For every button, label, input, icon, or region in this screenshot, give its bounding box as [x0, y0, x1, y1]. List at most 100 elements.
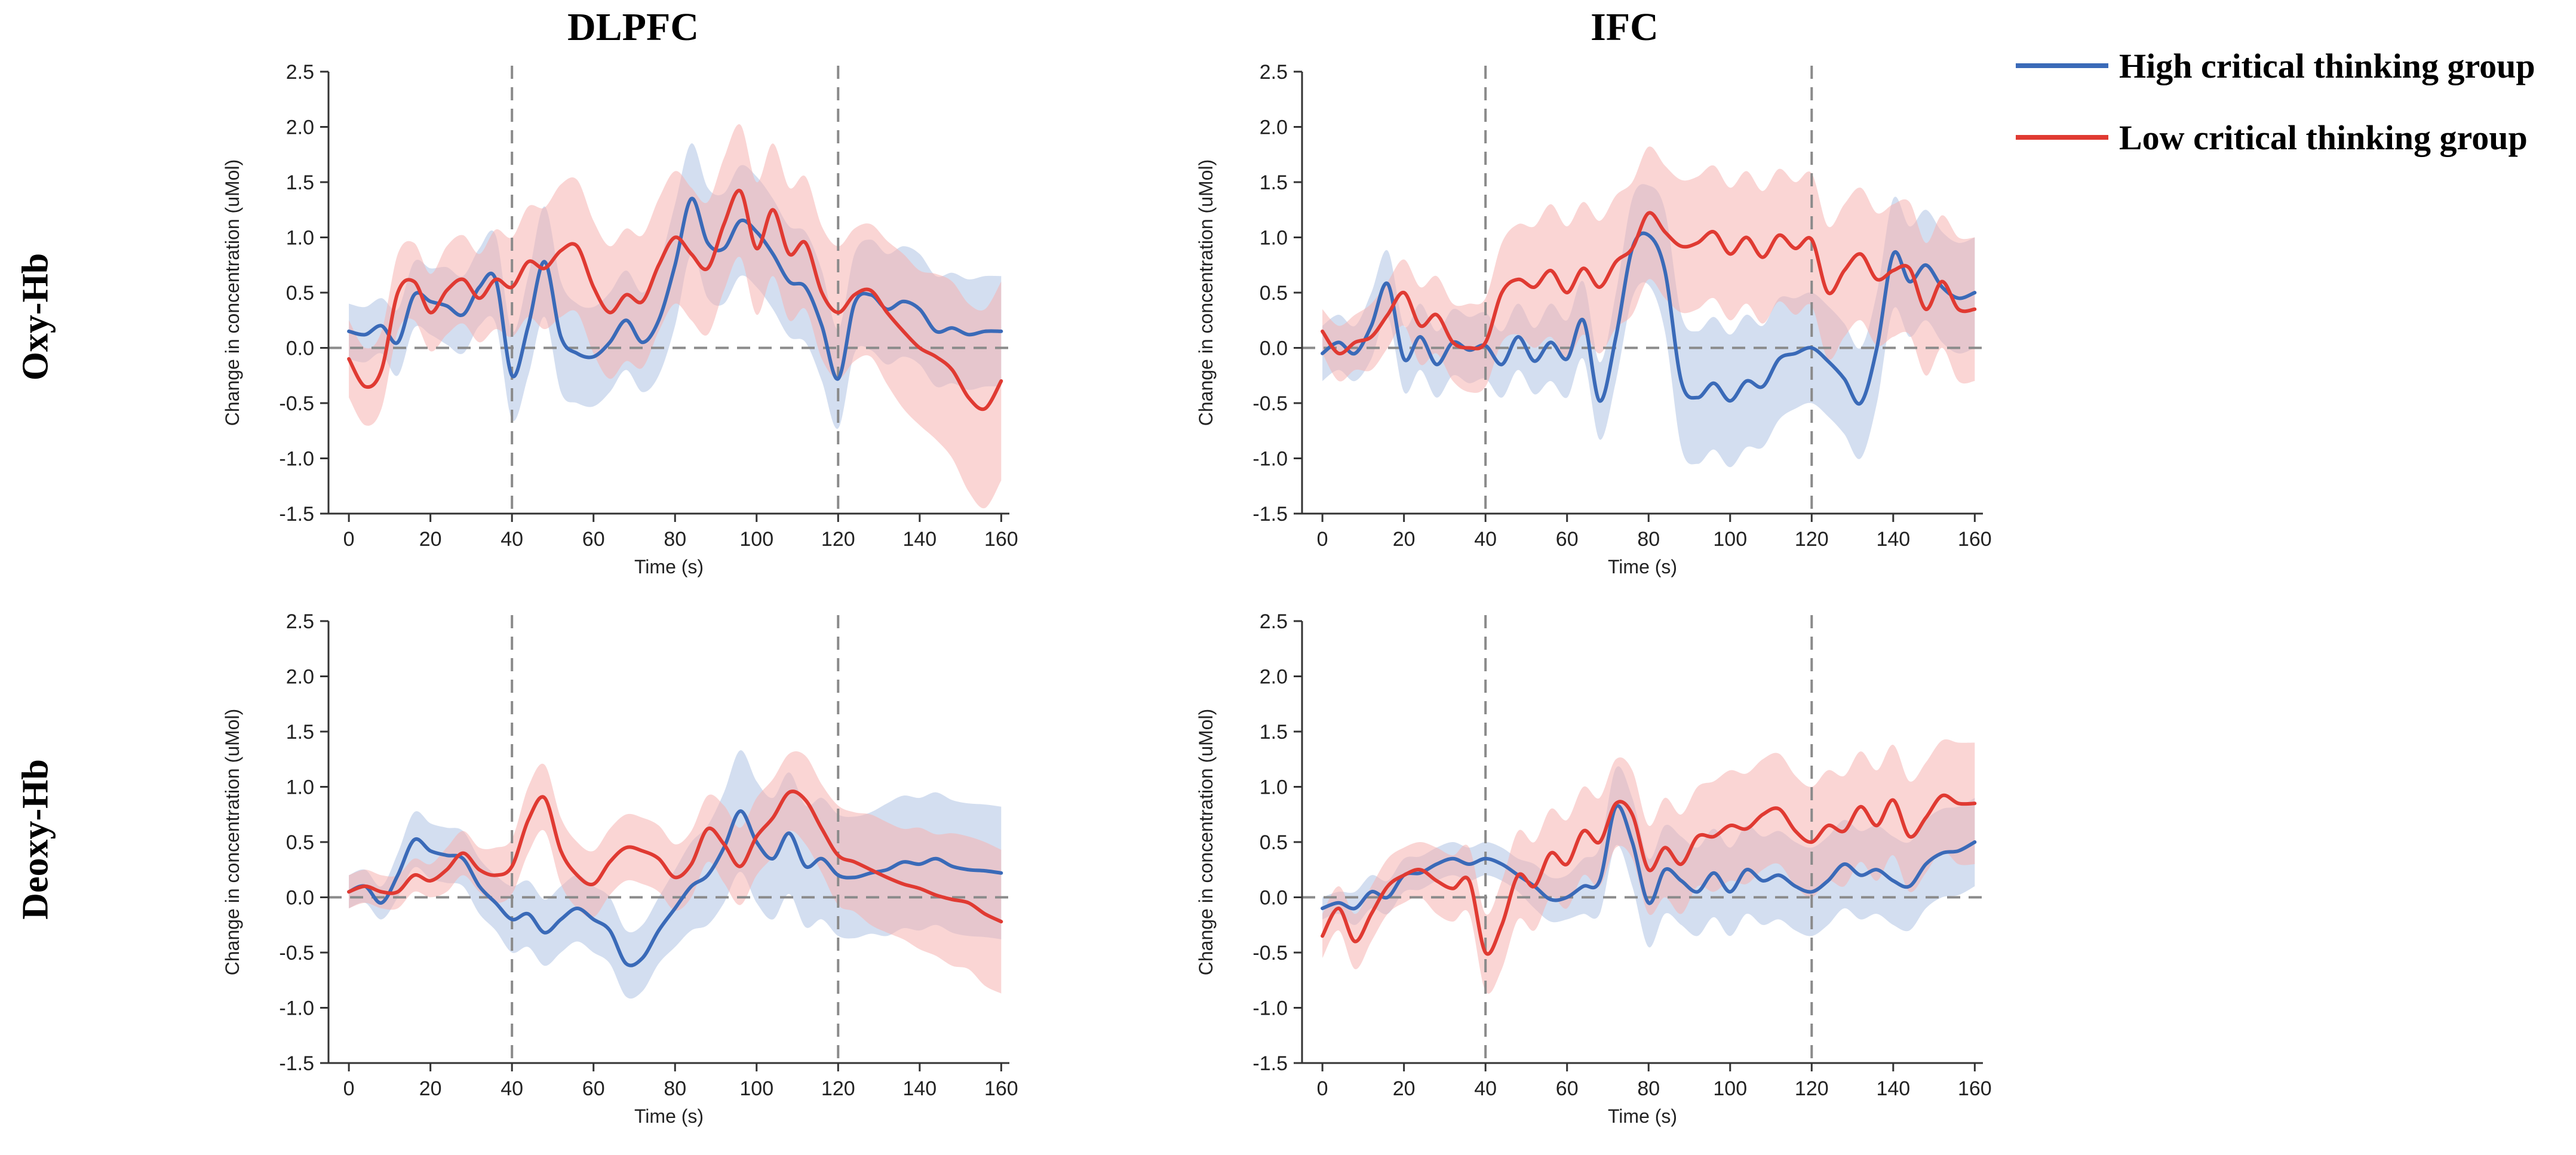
legend-label-low: Low critical thinking group: [2119, 118, 2528, 157]
x-tick-label: 100: [1713, 528, 1747, 551]
column-title-ifc: IFC: [1591, 5, 1659, 49]
y-tick-label: 2.5: [286, 610, 314, 633]
series-line-low: [1321, 211, 1977, 356]
series-line-high: [1321, 804, 1977, 911]
x-tick-label: 60: [1556, 528, 1579, 551]
y-tick-label: 2.5: [286, 61, 314, 84]
column-title-dlpfc: DLPFC: [567, 5, 699, 49]
series-line-low: [1321, 793, 1977, 956]
x-tick-label: 20: [419, 528, 442, 551]
x-tick-label: 160: [1958, 1077, 1992, 1100]
y-tick-label: 1.0: [1260, 776, 1288, 799]
x-tick-label: 100: [1713, 1077, 1747, 1100]
x-tick-label: 160: [984, 528, 1018, 551]
x-tick-label: 160: [984, 1077, 1018, 1100]
y-tick-label: 2.0: [1260, 666, 1288, 689]
series-line-low: [347, 189, 1003, 411]
legend: High critical thinking group Low critica…: [2016, 42, 2571, 173]
chart-oxy-ifc: -1.5 -1.0 -0.5 0.0 0.5 1.0 1.5 2.0 2.5 0 20 40 60 80 1…: [1195, 61, 1992, 578]
x-tick-label: 0: [1317, 528, 1328, 551]
x-axis-label: Time (s): [1608, 1105, 1677, 1127]
legend-item-high: High critical thinking group: [2016, 42, 2535, 90]
y-axis-label: Change in concentration (uMol): [222, 709, 243, 975]
y-axis-label: Change in concentration (uMol): [1195, 159, 1217, 426]
y-tick-label: 1.5: [286, 171, 314, 194]
x-tick-label: 80: [664, 1077, 686, 1100]
x-axis-label: Time (s): [634, 1105, 704, 1127]
legend-swatch-high: [2016, 63, 2108, 68]
x-tick-label: 40: [501, 528, 523, 551]
x-tick-label: 0: [343, 1077, 355, 1100]
y-axis-label: Change in concentration (uMol): [222, 159, 243, 426]
y-tick-label: 0.5: [286, 831, 314, 854]
y-tick-label: 2.0: [286, 116, 314, 139]
y-tick-label: -1.5: [1252, 1052, 1288, 1075]
y-tick-label: 0.5: [1260, 282, 1288, 305]
x-tick-label: 40: [1474, 1077, 1497, 1100]
y-tick-label: 1.0: [1260, 227, 1288, 250]
legend-swatch-low: [2016, 135, 2108, 140]
confidence-band-low: [349, 751, 1002, 994]
x-tick-label: 160: [1958, 528, 1992, 551]
y-tick-label: -1.0: [279, 448, 314, 471]
x-tick-label: 120: [821, 528, 855, 551]
y-tick-label: 0.0: [1260, 887, 1288, 910]
x-tick-label: 80: [1637, 1077, 1660, 1100]
y-tick-label: -1.0: [279, 997, 314, 1020]
y-tick-label: -1.5: [1252, 503, 1288, 526]
x-tick-label: 80: [1637, 528, 1660, 551]
y-tick-label: -1.5: [279, 1052, 314, 1075]
x-axis-label: Time (s): [1608, 556, 1677, 578]
legend-item-low: Low critical thinking group: [2016, 113, 2528, 161]
x-tick-label: 80: [664, 528, 686, 551]
y-tick-label: 1.0: [286, 227, 314, 250]
x-tick-label: 140: [1876, 1077, 1910, 1100]
y-tick-label: -1.0: [1252, 997, 1288, 1020]
y-tick-label: 1.5: [1260, 721, 1288, 744]
x-tick-label: 20: [1393, 528, 1416, 551]
x-tick-label: 100: [739, 1077, 773, 1100]
y-tick-label: 2.5: [1260, 61, 1288, 84]
y-tick-label: 0.0: [286, 887, 314, 910]
y-axis-label: Change in concentration (uMol): [1195, 709, 1217, 975]
x-tick-label: 120: [1795, 1077, 1829, 1100]
y-tick-label: 1.0: [286, 776, 314, 799]
chart-oxy-dlpfc: -1.5 -1.0 -0.5 0.0 0.5 1.0 1.5 2.0 2.5 0 20 40 60 80 1…: [222, 61, 1018, 578]
y-tick-label: 0.5: [286, 282, 314, 305]
y-tick-label: -0.5: [279, 392, 314, 415]
chart-deoxy-dlpfc: -1.5 -1.0 -0.5 0.0 0.5 1.0 1.5 2.0 2.5 0 20 40 60 80 1…: [222, 610, 1018, 1127]
x-tick-label: 60: [1556, 1077, 1579, 1100]
row-label-deoxy-hb: Deoxy-Hb: [15, 759, 56, 920]
y-tick-label: -0.5: [1252, 392, 1288, 415]
x-tick-label: 140: [902, 528, 937, 551]
x-tick-label: 0: [1317, 1077, 1328, 1100]
x-tick-label: 100: [739, 528, 773, 551]
x-tick-label: 20: [1393, 1077, 1416, 1100]
x-tick-label: 60: [582, 1077, 605, 1100]
x-tick-label: 140: [902, 1077, 937, 1100]
x-tick-label: 140: [1876, 528, 1910, 551]
series-line-high: [1321, 231, 1977, 406]
y-tick-label: -0.5: [279, 942, 314, 964]
y-tick-label: -1.0: [1252, 448, 1288, 471]
y-tick-label: 0.0: [286, 337, 314, 360]
x-tick-label: 40: [501, 1077, 523, 1100]
y-tick-label: -1.5: [279, 503, 314, 526]
x-tick-label: 120: [821, 1077, 855, 1100]
y-tick-label: -0.5: [1252, 942, 1288, 964]
y-tick-label: 1.5: [1260, 171, 1288, 194]
legend-label-high: High critical thinking group: [2119, 46, 2535, 85]
x-tick-label: 20: [419, 1077, 442, 1100]
x-tick-label: 40: [1474, 528, 1497, 551]
y-tick-label: 1.5: [286, 721, 314, 744]
x-tick-label: 120: [1795, 528, 1829, 551]
y-tick-label: 2.0: [286, 666, 314, 689]
row-label-oxy-hb: Oxy-Hb: [15, 253, 56, 381]
series-line-low: [347, 790, 1003, 924]
x-tick-label: 60: [582, 528, 605, 551]
y-tick-label: 2.0: [1260, 116, 1288, 139]
x-axis-label: Time (s): [634, 556, 704, 578]
y-tick-label: 2.5: [1260, 610, 1288, 633]
y-tick-label: 0.5: [1260, 831, 1288, 854]
confidence-band-low: [349, 124, 1002, 509]
